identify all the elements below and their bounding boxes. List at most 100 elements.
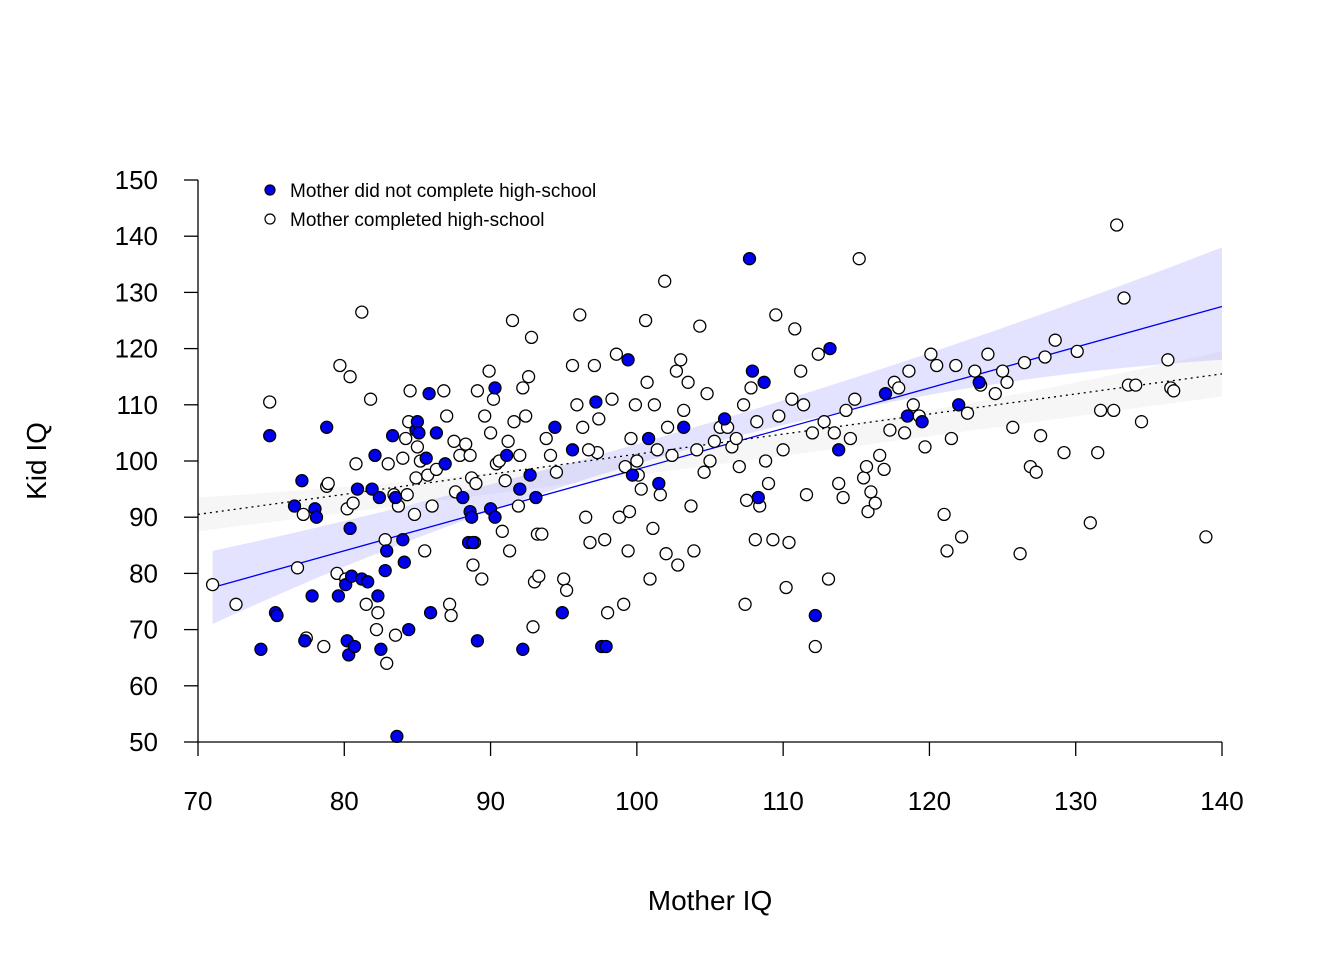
point-highschool [1029, 465, 1043, 479]
point-no-highschool [952, 398, 966, 412]
point-no-highschool [742, 252, 757, 266]
point-highschool [766, 533, 780, 547]
x-tick-label: 70 [184, 786, 213, 816]
point-highschool [396, 451, 410, 465]
point-no-highschool [565, 443, 580, 457]
point-highschool [748, 533, 762, 547]
point-no-highschool [757, 375, 771, 389]
point-highschool [738, 597, 752, 611]
axes: 70 80 90 100 110 120 130 140 50 60 70 80 90 100 110 120… [21, 165, 1244, 916]
point-highschool [579, 510, 593, 524]
point-highschool [776, 443, 790, 457]
point-highschool [622, 504, 637, 519]
y-tick-label: 130 [115, 277, 158, 307]
point-highschool [403, 384, 417, 398]
point-highschool [605, 392, 619, 406]
point-highschool [1017, 355, 1032, 370]
point-highschool [1117, 291, 1131, 305]
point-no-highschool [641, 431, 656, 446]
point-no-highschool [652, 476, 666, 491]
point-highschool [1134, 415, 1149, 429]
point-highschool [576, 420, 590, 434]
point-highschool [769, 308, 783, 322]
point-no-highschool [320, 420, 334, 434]
y-tick-label: 90 [129, 502, 158, 532]
legend-open-circle-marker [264, 213, 276, 225]
point-highschool [346, 496, 360, 510]
point-highschool [960, 406, 975, 420]
point-no-highschool [555, 606, 569, 620]
point-no-highschool [456, 490, 470, 505]
point-highschool [475, 572, 489, 586]
point-highschool [380, 656, 394, 670]
point-no-highschool [745, 364, 760, 378]
point-highschool [843, 431, 858, 446]
point-highschool [861, 504, 875, 519]
point-highschool [707, 434, 722, 448]
point-highschool [703, 454, 717, 468]
point-highschool [521, 370, 536, 384]
point-highschool [732, 459, 746, 474]
point-highschool [505, 313, 520, 328]
point-highschool [388, 628, 403, 642]
point-no-highschool [254, 642, 268, 656]
point-highschool [565, 358, 580, 373]
point-no-highschool [385, 429, 400, 443]
point-no-highschool [422, 386, 436, 401]
legend-entry: Mother completed high-school [264, 210, 545, 231]
point-highschool [1000, 375, 1014, 389]
point-no-highschool [621, 353, 635, 367]
point-highschool [495, 524, 509, 538]
y-tick-label: 50 [129, 727, 158, 757]
point-highschool [570, 398, 584, 412]
point-highschool [1110, 218, 1124, 232]
point-highschool [658, 274, 672, 288]
x-tick-label: 130 [1054, 786, 1097, 816]
point-highschool [671, 558, 685, 572]
point-highschool [647, 398, 662, 412]
y-tick-label: 140 [115, 221, 158, 251]
point-highschool [796, 398, 811, 412]
point-highschool [968, 364, 982, 378]
point-no-highschool [589, 395, 603, 409]
point-highschool [469, 476, 483, 491]
x-tick-label: 140 [1200, 786, 1243, 816]
point-highschool [359, 597, 373, 611]
point-no-highschool [350, 482, 365, 496]
point-highschool [940, 544, 954, 558]
point-no-highschool [371, 589, 385, 603]
point-highschool [229, 597, 243, 611]
point-highschool [640, 375, 654, 389]
point-highschool [539, 431, 553, 446]
point-no-highschool [402, 622, 416, 637]
point-no-highschool [410, 415, 425, 429]
point-highschool [410, 440, 425, 454]
point-no-highschool [331, 589, 346, 603]
point-highschool [378, 533, 392, 547]
point-no-highschool [513, 482, 527, 496]
point-highschool [486, 392, 501, 406]
y-axis-title: Kid IQ [21, 422, 52, 500]
point-no-highschool [263, 429, 277, 443]
point-highschool [650, 443, 664, 457]
point-highschool [612, 510, 626, 524]
point-highschool [827, 426, 841, 440]
point-highschool [1161, 353, 1175, 367]
point-highschool [930, 358, 944, 373]
point-highschool [883, 423, 897, 437]
point-no-highschool [972, 375, 986, 389]
point-highschool [559, 583, 574, 597]
point-no-highschool [390, 729, 404, 744]
point-no-highschool [309, 510, 324, 524]
point-highschool [516, 381, 530, 395]
point-highschool [669, 364, 684, 378]
point-highschool [409, 471, 423, 485]
point-highschool [949, 358, 963, 373]
point-highschool [369, 622, 384, 637]
point-highschool [1091, 445, 1105, 460]
point-highschool [779, 580, 793, 595]
point-highschool [877, 462, 891, 477]
point-highschool [466, 558, 480, 572]
point-highschool [418, 544, 432, 558]
point-no-highschool [488, 510, 502, 524]
